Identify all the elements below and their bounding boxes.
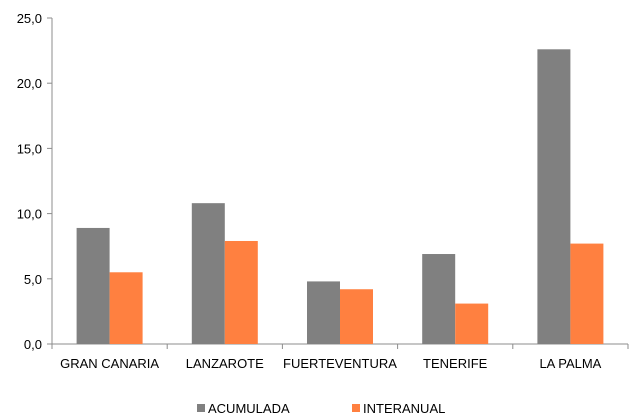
axes <box>47 17 629 349</box>
y-tick-label: 5,0 <box>24 272 42 287</box>
bar-interanual-1 <box>224 240 258 344</box>
y-tick-label: 10,0 <box>17 207 42 222</box>
x-tick-label: LANZAROTE <box>186 356 264 371</box>
bars <box>76 49 604 345</box>
bar-acumulada-0 <box>76 227 110 344</box>
bar-interanual-3 <box>455 303 489 344</box>
y-tick-labels: 0,0 5,0 10,0 15,0 20,0 25,0 <box>17 11 42 352</box>
bar-interanual-2 <box>340 289 373 344</box>
y-tick-label: 20,0 <box>17 76 42 91</box>
legend: ACUMULADA INTERANUAL <box>197 401 445 416</box>
legend-label-acumulada: ACUMULADA <box>208 401 290 416</box>
bar-acumulada-3 <box>422 254 456 344</box>
bar-interanual-4 <box>570 243 604 344</box>
bar-acumulada-2 <box>307 281 340 344</box>
x-tick-label: LA PALMA <box>539 356 601 371</box>
legend-label-interanual: INTERANUAL <box>363 401 445 416</box>
legend-swatch-interanual <box>352 404 360 412</box>
y-tick-label: 0,0 <box>24 337 42 352</box>
bar-acumulada-4 <box>537 49 571 345</box>
legend-swatch-acumulada <box>197 404 205 412</box>
x-tick-labels: GRAN CANARIA LANZAROTE FUERTEVENTURA TENERI… <box>60 356 602 371</box>
y-tick-label: 25,0 <box>17 11 42 26</box>
x-tick-label: GRAN CANARIA <box>60 356 159 371</box>
y-tick-label: 15,0 <box>17 141 42 156</box>
bar-interanual-0 <box>109 272 143 344</box>
bar-acumulada-1 <box>191 203 225 344</box>
x-tick-label: TENERIFE <box>423 356 488 371</box>
x-tick-label: FUERTEVENTURA <box>283 356 397 371</box>
